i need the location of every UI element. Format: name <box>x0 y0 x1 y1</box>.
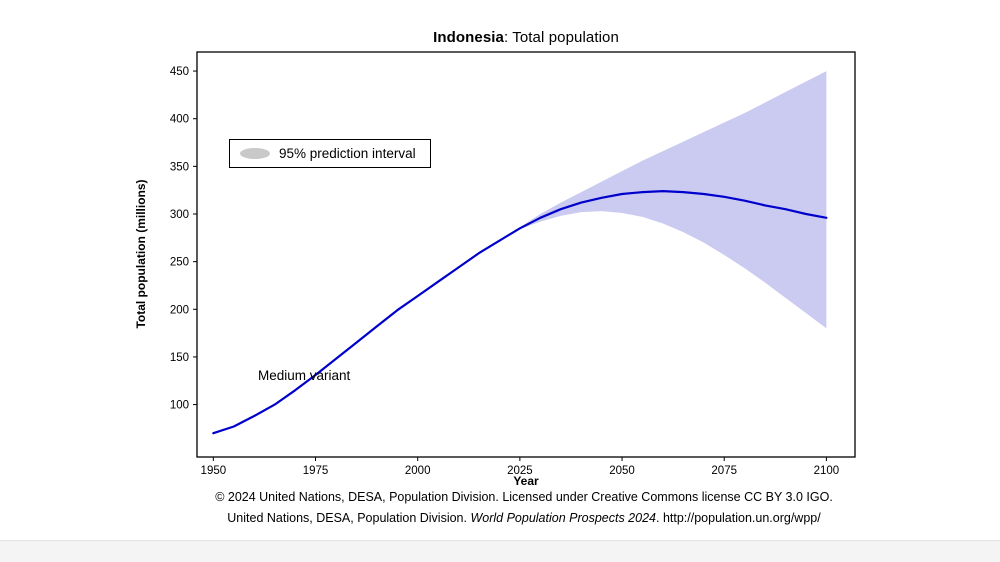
legend-label: 95% prediction interval <box>279 146 416 161</box>
y-tick-label: 350 <box>170 161 189 173</box>
plot-border <box>196 51 856 458</box>
attribution-footer: © 2024 United Nations, DESA, Population … <box>24 487 1000 529</box>
y-axis-label: Total population (millions) <box>134 179 148 329</box>
y-tick-label: 300 <box>170 209 189 221</box>
bottom-bar <box>0 540 1000 562</box>
medium-variant-line <box>212 190 828 435</box>
attribution-line-2: United Nations, DESA, Population Divisio… <box>24 508 1000 529</box>
prediction-interval-band <box>519 71 827 329</box>
y-tick-label: 250 <box>170 257 189 269</box>
attribution-line-1: © 2024 United Nations, DESA, Population … <box>215 490 833 504</box>
y-tick-label: 100 <box>170 400 189 412</box>
y-tick-label: 450 <box>170 66 189 78</box>
x-tick-label: 1950 <box>201 465 227 477</box>
legend: 95% prediction interval <box>229 139 431 168</box>
chart-title: Indonesia: Total population <box>197 29 855 46</box>
x-tick-label: 2050 <box>609 465 635 477</box>
attribution-line-2-title: World Population Prospects 2024 <box>470 511 656 525</box>
x-tick-label: 2000 <box>405 465 431 477</box>
x-tick-label: 2025 <box>507 465 533 477</box>
x-tick-label: 2100 <box>814 465 840 477</box>
attribution-line-2-pre: United Nations, DESA, Population Divisio… <box>227 511 471 525</box>
attribution-line-2-url: . http://population.un.org/wpp/ <box>656 511 821 525</box>
y-tick-label: 150 <box>170 352 189 364</box>
medium-variant-label: Medium variant <box>258 368 351 383</box>
y-tick-label: 200 <box>170 304 189 316</box>
y-tick-label: 400 <box>170 114 189 126</box>
chart-title-rest: : Total population <box>503 29 619 46</box>
prediction-interval-swatch-icon <box>240 148 270 159</box>
chart-title-country: Indonesia <box>433 29 504 46</box>
x-axis-label: Year <box>513 474 539 488</box>
x-tick-label: 1975 <box>303 465 329 477</box>
x-tick-label: 2075 <box>711 465 737 477</box>
